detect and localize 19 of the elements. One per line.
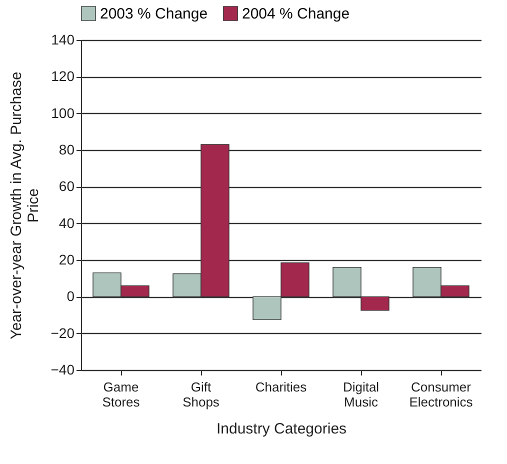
legend-label: 2003 % Change: [100, 6, 208, 23]
y-tick-label: 0: [66, 288, 75, 304]
y-tick-label: −40: [50, 362, 75, 378]
y-tick-label: 60: [58, 178, 75, 194]
x-tick-label: Consumer Electronics: [409, 380, 474, 410]
y-tick-label: 40: [58, 214, 75, 231]
y-axis-title: Year-over-year Growth in Avg. Purchase Price: [8, 72, 42, 340]
y-tick-label: −20: [50, 324, 75, 341]
x-tick-label: Charities: [255, 380, 308, 394]
y-tick-label: 80: [58, 142, 75, 158]
y-tick-label: 20: [58, 252, 75, 268]
y-tick-label: 100: [51, 104, 75, 121]
x-tick-label: Game Stores: [102, 380, 140, 410]
y-tick-label: 140: [51, 32, 75, 48]
x-tick-label: Digital Music: [342, 380, 380, 410]
legend-label: 2004 % Change: [242, 6, 350, 23]
y-tick-label: 120: [51, 68, 75, 84]
x-axis-title: Industry Categories: [216, 420, 347, 438]
x-tick-label: Gift Shops: [182, 380, 220, 410]
